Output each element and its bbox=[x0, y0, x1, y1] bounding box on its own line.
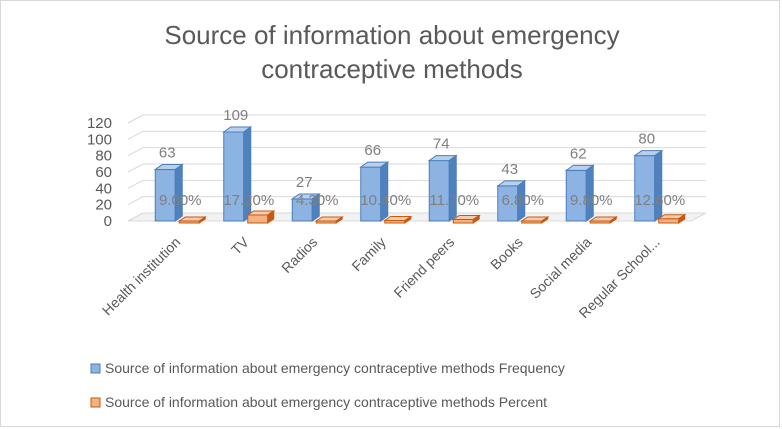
bar-frequency bbox=[634, 155, 656, 222]
bar-frequency-side bbox=[448, 154, 457, 222]
chart-title-line-2: contraceptive methods bbox=[261, 54, 523, 84]
legend-swatch-frequency bbox=[90, 363, 101, 374]
bar-frequency-side bbox=[654, 149, 663, 222]
gridline bbox=[127, 130, 706, 140]
gridline bbox=[127, 179, 706, 189]
bar-percent-side bbox=[609, 216, 617, 224]
x-category-label: Family bbox=[348, 234, 388, 274]
x-category-label: Health institution bbox=[99, 234, 184, 319]
x-category-label: TV bbox=[228, 233, 252, 257]
data-label-percent: 6.80% bbox=[501, 192, 544, 209]
bar-frequency-side bbox=[174, 163, 183, 222]
gridline bbox=[127, 163, 706, 173]
gridlines bbox=[127, 114, 707, 222]
legend-label-percent: Source of information about emergency co… bbox=[105, 394, 547, 410]
data-label-frequency: 63 bbox=[159, 145, 176, 162]
data-label-frequency: 43 bbox=[501, 161, 518, 178]
bar-percent bbox=[452, 218, 474, 224]
data-label-percent: 17.20% bbox=[223, 192, 274, 209]
bar-frequency-side bbox=[517, 179, 526, 222]
y-tick-label: 120 bbox=[87, 115, 112, 132]
bar-frequency-side bbox=[311, 192, 320, 222]
bar-percent-side bbox=[404, 215, 412, 224]
data-label-percent: 12.60% bbox=[634, 192, 685, 209]
bar-percent-side bbox=[678, 213, 686, 224]
bar-percent bbox=[247, 214, 269, 224]
gridline bbox=[127, 196, 706, 206]
data-label-frequency: 74 bbox=[433, 136, 450, 153]
y-tick-label: 0 bbox=[104, 213, 112, 230]
data-label-frequency: 62 bbox=[570, 145, 587, 162]
y-tick-label: 80 bbox=[95, 148, 112, 165]
data-label-percent: 9.80% bbox=[570, 192, 613, 209]
chart-title-line-1: Source of information about emergency bbox=[164, 20, 619, 50]
x-category-label: Friend peers bbox=[390, 234, 457, 301]
bars bbox=[153, 126, 687, 224]
data-label-percent: 9.00% bbox=[159, 192, 202, 209]
bar-frequency-side bbox=[585, 164, 594, 222]
data-label-percent: 4.30% bbox=[296, 192, 339, 209]
legend-swatch-percent bbox=[90, 397, 101, 408]
x-category-label: Radios bbox=[278, 234, 320, 276]
bar-percent-side bbox=[198, 216, 206, 224]
data-label-frequency: 109 bbox=[223, 107, 248, 124]
data-label-percent: 10.40% bbox=[360, 192, 411, 209]
data-label-frequency: 80 bbox=[638, 131, 655, 148]
data-label-percent: 11.70% bbox=[429, 192, 479, 209]
y-tick-label: 40 bbox=[95, 180, 112, 197]
gridline bbox=[127, 147, 706, 157]
bar-frequency bbox=[428, 160, 450, 222]
y-tick-label: 20 bbox=[95, 197, 112, 214]
bar-percent-side bbox=[472, 214, 480, 224]
bar-percent bbox=[658, 218, 680, 224]
bar-percent-side bbox=[267, 210, 275, 224]
data-label-frequency: 27 bbox=[296, 174, 313, 191]
y-tick-label: 100 bbox=[87, 131, 112, 148]
bar-percent-side bbox=[541, 216, 549, 224]
chart-floor bbox=[127, 212, 707, 222]
x-category-label: Books bbox=[487, 234, 526, 273]
bar-percent-side bbox=[335, 216, 343, 224]
x-category-label: Social media bbox=[526, 234, 594, 302]
bar-frequency-side bbox=[380, 161, 389, 222]
x-axis-labels: Health institution TV Radios Family Friend p… bbox=[99, 233, 663, 321]
legend: Source of information about emergency co… bbox=[90, 360, 565, 410]
data-labels: 63 9.00% 109 17.20% 274.30% 66 10.40% 74 11.70% 4… bbox=[159, 107, 685, 209]
gridline bbox=[127, 114, 706, 124]
data-label-frequency: 66 bbox=[364, 142, 381, 159]
legend-label-frequency: Source of information about emergency co… bbox=[105, 360, 565, 376]
y-tick-label: 60 bbox=[95, 164, 112, 181]
